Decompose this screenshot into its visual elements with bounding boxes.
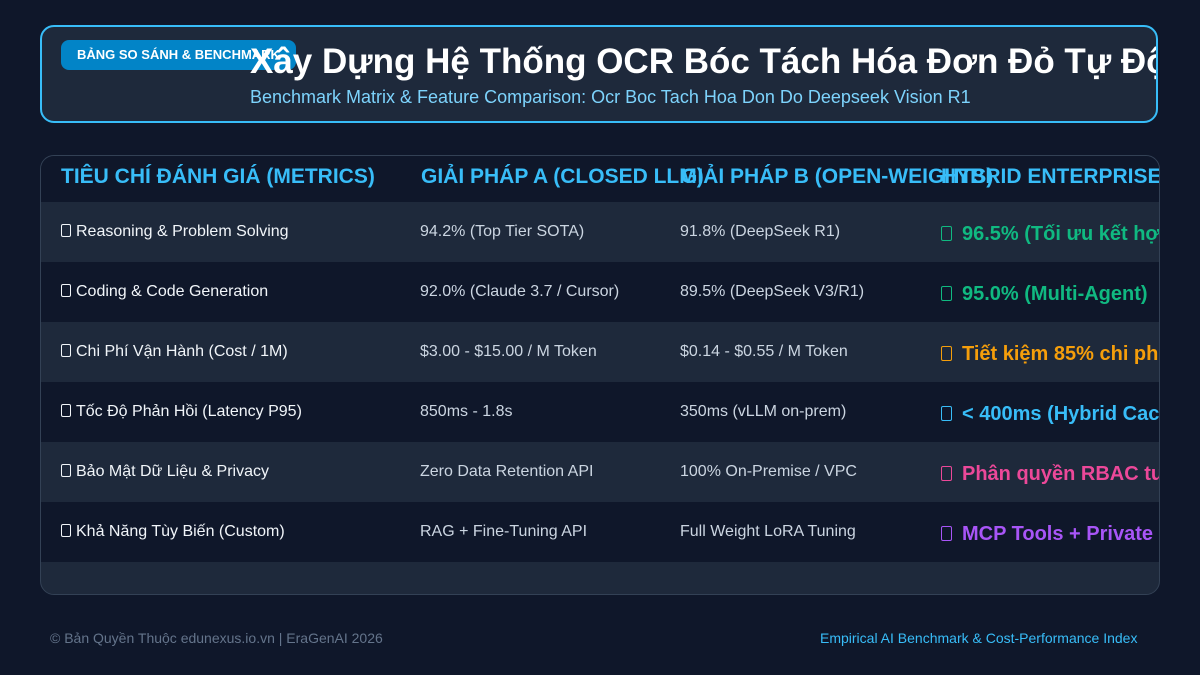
check-icon bbox=[941, 286, 952, 301]
page-title: Xây Dựng Hệ Thống OCR Bóc Tách Hóa Đơn Đ… bbox=[250, 42, 1158, 81]
table-row: Bảo Mật Dữ Liệu & Privacy Zero Data Reten… bbox=[41, 442, 1159, 504]
metric-cell: Coding & Code Generation bbox=[61, 262, 268, 322]
solution-a-cell: 92.0% (Claude 3.7 / Cursor) bbox=[420, 283, 620, 300]
solution-a-cell: RAG + Fine-Tuning API bbox=[420, 523, 588, 540]
hybrid-cell: Phân quyền RBAC tuyệt đối bbox=[941, 444, 1159, 504]
laptop-icon bbox=[61, 284, 71, 297]
metric-label: Reasoning & Problem Solving bbox=[76, 223, 289, 240]
table-header: TIÊU CHÍ ĐÁNH GIÁ (METRICS) GIẢI PHÁP A … bbox=[41, 156, 1160, 202]
table-row: Coding & Code Generation 92.0% (Claude 3.… bbox=[41, 262, 1159, 324]
hybrid-cell: < 400ms (Hybrid Cache) bbox=[941, 384, 1160, 444]
money-icon bbox=[61, 344, 71, 357]
metric-cell: Bảo Mật Dữ Liệu & Privacy bbox=[61, 442, 269, 502]
lightning-icon bbox=[61, 404, 71, 417]
comparison-table: TIÊU CHÍ ĐÁNH GIÁ (METRICS) GIẢI PHÁP A … bbox=[40, 155, 1160, 595]
tools-icon bbox=[61, 524, 71, 537]
puzzle-icon bbox=[941, 526, 952, 541]
metric-label: Bảo Mật Dữ Liệu & Privacy bbox=[76, 463, 270, 480]
header-card: BẢNG SO SÁNH & BENCHMARK Xây Dựng Hệ Thố… bbox=[40, 25, 1158, 123]
solution-b-cell: 91.8% (DeepSeek R1) bbox=[680, 223, 841, 240]
solution-a-cell: $3.00 - $15.00 / M Token bbox=[420, 343, 597, 360]
solution-b-cell: 89.5% (DeepSeek V3/R1) bbox=[680, 283, 865, 300]
hybrid-value: 95.0% (Multi-Agent) bbox=[962, 283, 1148, 305]
footer-index-label: Empirical AI Benchmark & Cost-Performanc… bbox=[820, 630, 1138, 646]
table-row: Reasoning & Problem Solving 94.2% (Top Ti… bbox=[41, 202, 1160, 264]
table-row: Khả Năng Tùy Biến (Custom) RAG + Fine-Tun… bbox=[41, 502, 1159, 564]
hybrid-value: Phân quyền RBAC tuyệt đối bbox=[962, 463, 1159, 485]
hybrid-cell: MCP Tools + Private RAG bbox=[941, 504, 1159, 564]
hybrid-value: MCP Tools + Private RAG bbox=[962, 523, 1159, 545]
column-header-solution-a: GIẢI PHÁP A (CLOSED LLM) bbox=[421, 165, 704, 188]
shield-icon bbox=[941, 466, 952, 481]
metric-label: Coding & Code Generation bbox=[76, 283, 269, 300]
hybrid-value: < 400ms (Hybrid Cache) bbox=[962, 403, 1160, 425]
copyright-text: © Bản Quyền Thuộc edunexus.io.vn | EraGe… bbox=[50, 630, 383, 646]
rocket-icon bbox=[941, 406, 952, 421]
page-subtitle: Benchmark Matrix & Feature Comparison: O… bbox=[250, 87, 971, 107]
solution-a-cell: 850ms - 1.8s bbox=[420, 403, 513, 420]
solution-a-cell: Zero Data Retention API bbox=[420, 463, 594, 480]
column-header-hybrid: HYBRID ENTERPRISE STACK bbox=[941, 165, 1160, 188]
column-header-solution-b: GIẢI PHÁP B (OPEN-WEIGHTS) bbox=[681, 165, 994, 188]
metric-cell: Tốc Độ Phản Hồi (Latency P95) bbox=[61, 382, 302, 442]
column-header-metrics: TIÊU CHÍ ĐÁNH GIÁ (METRICS) bbox=[61, 165, 375, 188]
metric-cell: Khả Năng Tùy Biến (Custom) bbox=[61, 502, 285, 562]
hybrid-value: Tiết kiệm 85% chi phí bbox=[962, 343, 1160, 365]
solution-a-cell: 94.2% (Top Tier SOTA) bbox=[420, 223, 585, 240]
hybrid-cell: 95.0% (Multi-Agent) bbox=[941, 264, 1148, 324]
solution-b-cell: $0.14 - $0.55 / M Token bbox=[680, 343, 848, 360]
comparison-badge: BẢNG SO SÁNH & BENCHMARK bbox=[61, 40, 296, 70]
hybrid-cell: Tiết kiệm 85% chi phí bbox=[941, 324, 1160, 384]
hybrid-cell: 96.5% (Tối ưu kết hợp) bbox=[941, 204, 1160, 264]
solution-b-cell: Full Weight LoRA Tuning bbox=[680, 523, 856, 540]
metric-label: Tốc Độ Phản Hồi (Latency P95) bbox=[76, 403, 302, 420]
lightning-icon bbox=[941, 346, 952, 361]
metric-label: Chi Phí Vận Hành (Cost / 1M) bbox=[76, 343, 288, 360]
metric-label: Khả Năng Tùy Biến (Custom) bbox=[76, 523, 285, 540]
hybrid-value: 96.5% (Tối ưu kết hợp) bbox=[962, 223, 1160, 245]
table-row: Chi Phí Vận Hành (Cost / 1M) $3.00 - $15.… bbox=[41, 322, 1160, 384]
check-icon bbox=[941, 226, 952, 241]
metric-cell: Reasoning & Problem Solving bbox=[61, 202, 289, 262]
metric-cell: Chi Phí Vận Hành (Cost / 1M) bbox=[61, 322, 288, 382]
lock-icon bbox=[61, 464, 71, 477]
brain-icon bbox=[61, 224, 71, 237]
table-row: Tốc Độ Phản Hồi (Latency P95) 850ms - 1.8… bbox=[41, 382, 1160, 444]
solution-b-cell: 350ms (vLLM on-prem) bbox=[680, 403, 847, 420]
solution-b-cell: 100% On-Premise / VPC bbox=[680, 463, 857, 480]
